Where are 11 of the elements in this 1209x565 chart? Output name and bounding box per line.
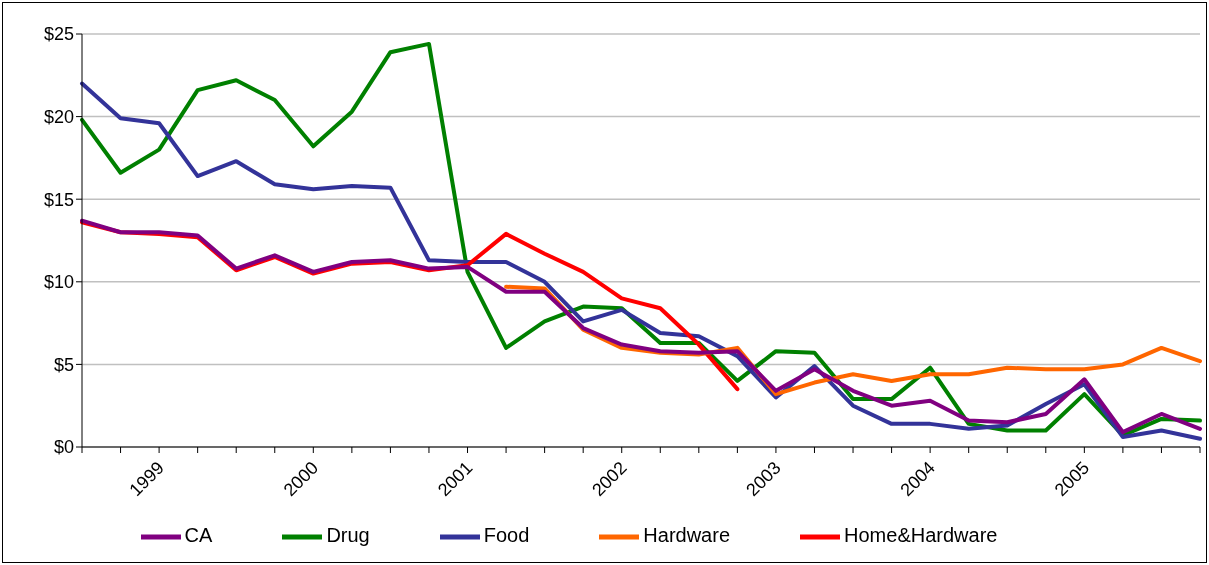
y-tick-label: $10	[43, 272, 74, 293]
y-tick-label: $25	[43, 24, 74, 45]
legend-label: Food	[483, 524, 530, 547]
y-tick-label: $15	[43, 189, 74, 210]
y-tick-label: $5	[53, 354, 74, 375]
y-tick-label: $20	[43, 106, 74, 127]
legend-label: Drug	[326, 524, 370, 547]
legend-label: Home&Hardware	[844, 524, 998, 547]
y-tick-label: $0	[53, 437, 74, 458]
legend-label: CA	[184, 524, 213, 547]
legend-label: Hardware	[643, 524, 731, 547]
